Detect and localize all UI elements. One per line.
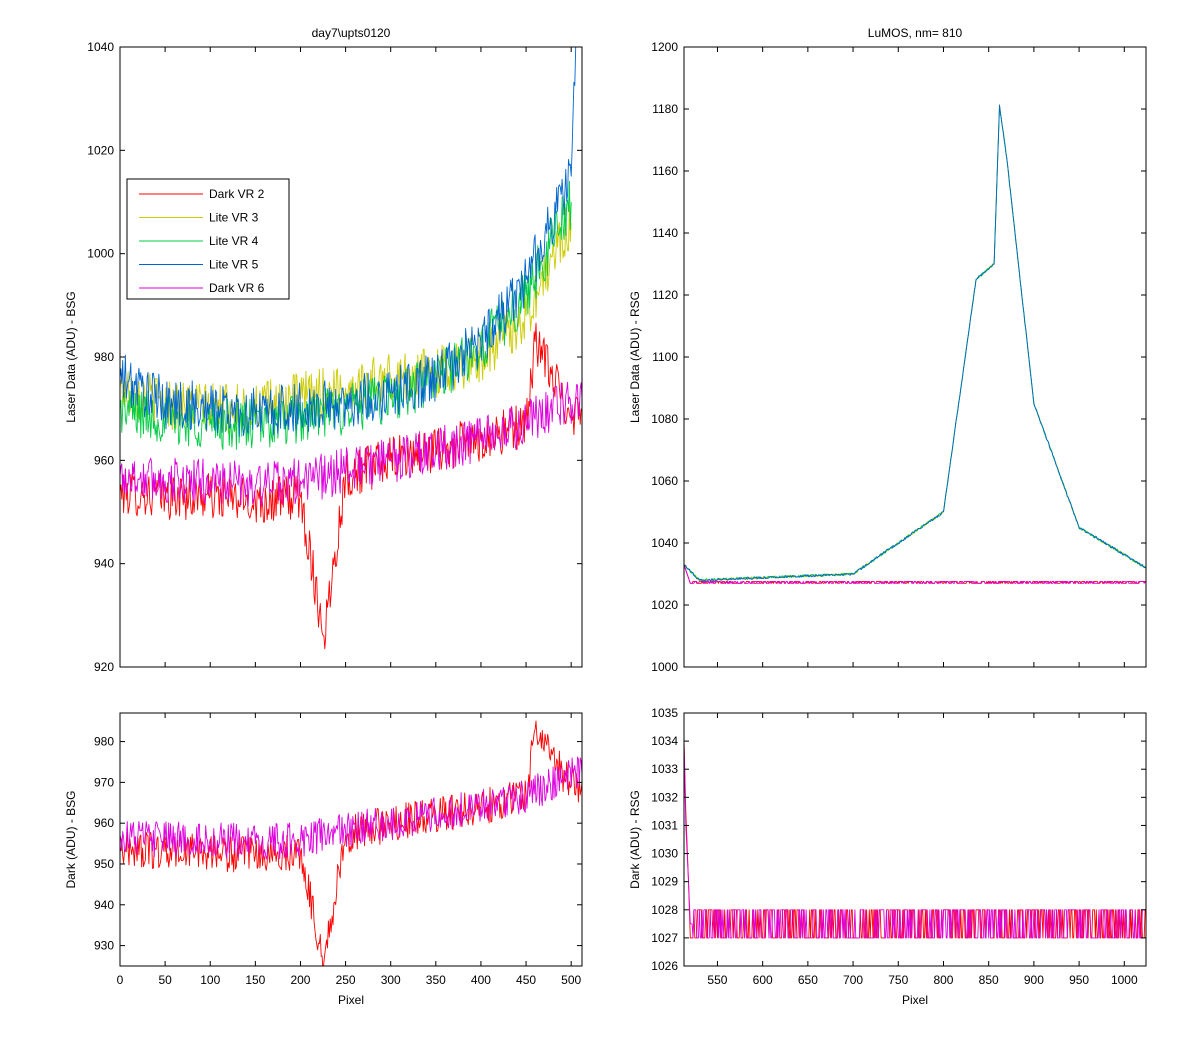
x-tick-label: 650 xyxy=(798,973,818,987)
y-axis-label: Dark (ADU) - BSG xyxy=(64,790,78,888)
y-tick-label: 950 xyxy=(94,857,114,871)
x-tick-label: 0 xyxy=(117,973,124,987)
y-tick-label: 1030 xyxy=(651,847,678,861)
x-tick-label: 400 xyxy=(471,973,491,987)
series-line-dark-vr-2 xyxy=(120,322,582,650)
axes: 920 940 960 980 1000 1020 1040 xyxy=(87,40,583,674)
legend-entry: Dark VR 6 xyxy=(139,281,265,295)
x-tick-label: 450 xyxy=(516,973,536,987)
x-tick-label: 50 xyxy=(158,973,172,987)
y-tick-label: 1120 xyxy=(652,288,678,302)
plot-area xyxy=(120,720,582,966)
legend-label: Dark VR 2 xyxy=(209,187,265,201)
y-tick-label: 1140 xyxy=(652,226,678,240)
y-tick-label: 1033 xyxy=(651,762,678,776)
legend-label: Lite VR 5 xyxy=(209,258,259,272)
x-tick-label: 850 xyxy=(979,973,999,987)
x-tick-label: 100 xyxy=(200,973,220,987)
axes: 550 600 650 700 750 800 850 900 950 1000 1026 1027 1… xyxy=(651,706,1147,987)
axes: 1000 1020 1040 1060 1080 1100 1120 1140 1160 1180… xyxy=(651,40,1147,674)
legend-box xyxy=(126,178,290,300)
y-tick-label: 960 xyxy=(94,816,114,830)
x-tick-label: 600 xyxy=(753,973,773,987)
axes-frame xyxy=(119,712,583,967)
panel-title: LuMOS, nm= 810 xyxy=(868,26,963,40)
y-tick-label: 1020 xyxy=(87,143,114,157)
panel-top-left: day7\upts0120 Laser Data (ADU) - BSG 920… xyxy=(64,26,583,674)
y-tick-label: 1028 xyxy=(651,903,678,917)
x-tick-label: 800 xyxy=(933,973,953,987)
y-tick-label: 940 xyxy=(94,898,114,912)
axes-frame xyxy=(683,712,1147,967)
y-tick-label: 1200 xyxy=(651,40,678,54)
series-line-dark-vr-6 xyxy=(120,381,582,507)
legend-label: Lite VR 3 xyxy=(209,211,259,225)
y-tick-label: 980 xyxy=(94,735,114,749)
x-tick-label: 750 xyxy=(888,973,908,987)
y-axis-label: Dark (ADU) - RSG xyxy=(628,790,642,889)
y-tick-label: 980 xyxy=(94,350,114,364)
y-tick-label: 1026 xyxy=(651,959,678,973)
legend-entry: Lite VR 3 xyxy=(139,211,259,225)
legend-entry: Lite VR 5 xyxy=(139,258,259,272)
y-tick-label: 1031 xyxy=(651,818,678,832)
y-tick-label: 1060 xyxy=(651,474,678,488)
y-axis-label: Laser Data (ADU) - RSG xyxy=(628,291,642,423)
x-axis-label: Pixel xyxy=(338,993,364,1007)
panel-bottom-right: Dark (ADU) - RSG Pixel 550 600 650 700 750 80… xyxy=(628,706,1147,1007)
panel-top-right: LuMOS, nm= 810 Laser Data (ADU) - RSG 10… xyxy=(628,26,1147,674)
y-tick-label: 1000 xyxy=(87,247,114,261)
x-tick-label: 550 xyxy=(707,973,727,987)
y-tick-label: 1100 xyxy=(652,350,678,364)
y-tick-label: 1035 xyxy=(651,706,678,720)
y-tick-label: 930 xyxy=(94,939,114,953)
legend-entry: Lite VR 4 xyxy=(139,234,259,248)
x-tick-label: 1000 xyxy=(1111,973,1138,987)
x-tick-label: 200 xyxy=(290,973,310,987)
y-tick-label: 1160 xyxy=(652,164,678,178)
legend-label: Dark VR 6 xyxy=(209,281,265,295)
x-tick-label: 900 xyxy=(1024,973,1044,987)
plot-area xyxy=(684,104,1146,584)
x-tick-label: 500 xyxy=(561,973,581,987)
y-tick-label: 1034 xyxy=(651,734,678,748)
x-tick-label: 300 xyxy=(381,973,401,987)
series-line-dark-vr-6 xyxy=(684,741,1146,939)
axes: 0 50 100 150 200 250 300 350 400 450 500 930 940 950 9… xyxy=(94,712,583,987)
y-tick-label: 1020 xyxy=(651,598,678,612)
legend-entry: Dark VR 2 xyxy=(139,187,265,201)
x-tick-label: 250 xyxy=(336,973,356,987)
y-tick-label: 1027 xyxy=(651,931,678,945)
y-tick-label: 970 xyxy=(94,775,114,789)
legend: Dark VR 2 Lite VR 3 Lite VR 4 Lite VR 5 … xyxy=(126,178,290,300)
y-tick-label: 1032 xyxy=(651,790,678,804)
x-tick-label: 150 xyxy=(245,973,265,987)
x-tick-label: 700 xyxy=(843,973,863,987)
panel-bottom-left: Dark (ADU) - BSG Pixel 0 50 100 150 200 250 30… xyxy=(64,712,583,1007)
x-tick-label: 350 xyxy=(426,973,446,987)
y-tick-label: 920 xyxy=(94,660,114,674)
y-tick-label: 1029 xyxy=(651,875,678,889)
series-line-lite-vr-5 xyxy=(120,47,577,437)
x-axis-label: Pixel xyxy=(902,993,928,1007)
y-axis-label: Laser Data (ADU) - BSG xyxy=(64,291,78,422)
x-tick-label: 950 xyxy=(1069,973,1089,987)
plot-area xyxy=(120,47,582,650)
y-tick-label: 960 xyxy=(94,453,114,467)
y-tick-label: 1040 xyxy=(651,536,678,550)
y-tick-label: 1180 xyxy=(652,102,678,116)
y-tick-label: 1080 xyxy=(651,412,678,426)
series-line-lite-vr-5 xyxy=(684,104,1146,582)
series-line-dark-vr-6 xyxy=(684,564,1146,584)
panel-title: day7\upts0120 xyxy=(312,26,391,40)
y-tick-label: 940 xyxy=(94,557,114,571)
series-line-dark-vr-6 xyxy=(120,756,582,860)
plot-area xyxy=(684,741,1146,939)
y-tick-label: 1040 xyxy=(87,40,114,54)
legend-label: Lite VR 4 xyxy=(209,234,259,248)
y-tick-label: 1000 xyxy=(651,660,678,674)
